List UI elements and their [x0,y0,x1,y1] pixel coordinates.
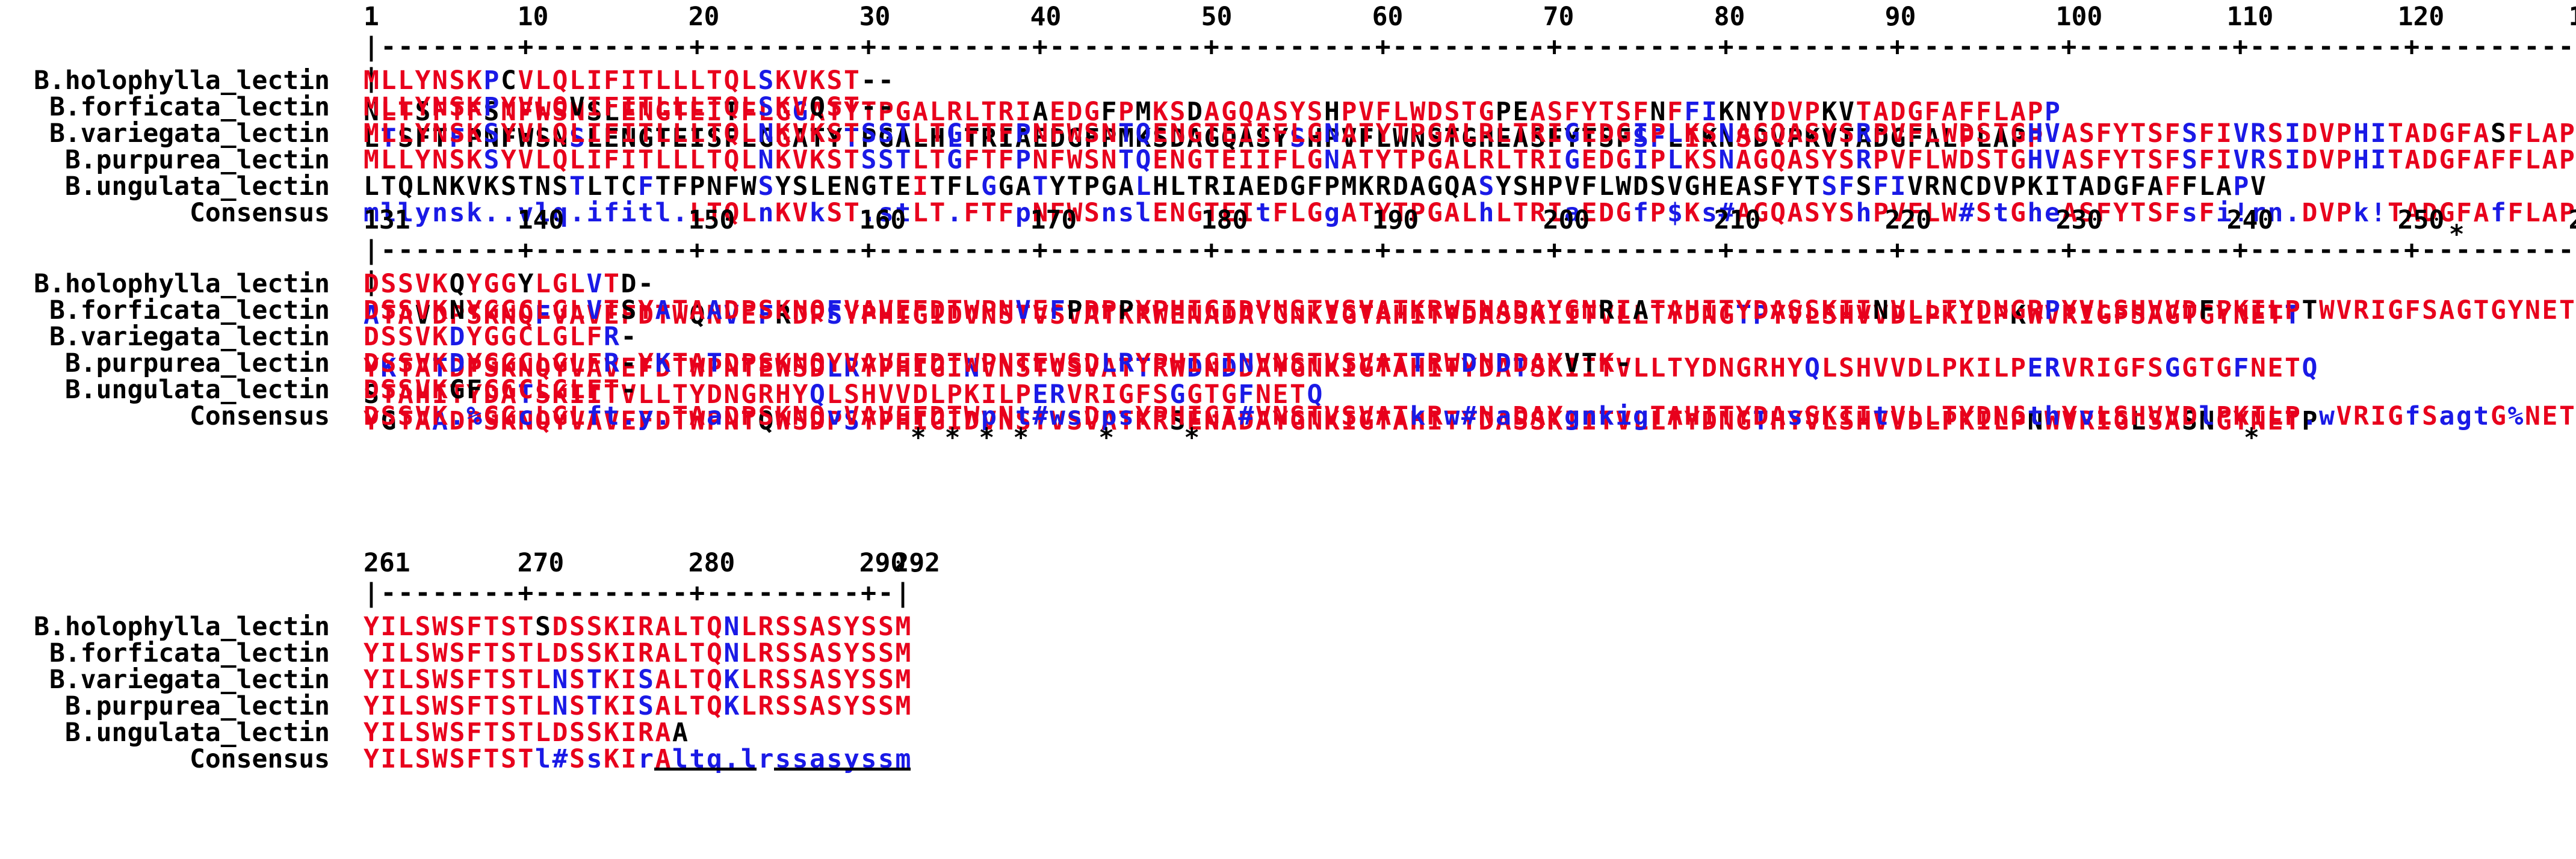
aligned-sequence: DSSVKNYGGCLGLVTSYATAADPSKNQFVAVEFDTWPNVE… [364,295,2576,325]
aligned-sequence: MLLYNSKPYVLQVIFITLLLTQLSKVQST--LTSFTFPNF… [364,92,2045,153]
consensus-label: Consensus [190,401,330,431]
tick-label: 140 [517,205,565,235]
tick-label: 200 [1543,205,1590,235]
aligned-sequence: MLLYNSKPCVLQLIFITLLLTQLSKVKST--NLTSFTFSN… [364,66,2062,127]
conserved-marker: * [2244,423,2259,453]
tick-label: 130 [2569,1,2576,32]
position-ruler: |--------+---------+---------+---------+… [364,235,2575,297]
tick-label: 240 [2226,205,2274,235]
aligned-sequence: YILSWSFTSTLDSSKIRAA [364,718,690,748]
tick-label: 131 [364,205,410,235]
tick-label: 190 [1372,205,1419,235]
tick-label: 70 [1543,2,1574,32]
position-ruler: |--------+---------+---------+---------+… [364,32,2575,93]
sequence-name: B.ungulata_lectin [64,375,330,405]
tick-label: 150 [688,205,735,235]
sequence-name: B.purpurea_lectin [64,691,330,721]
tick-label: 290 [859,548,906,578]
sequence-name: B.forficata_lectin [49,295,330,325]
tick-label: 100 [2055,2,2103,32]
consensus-sequence: DSSVK.%GGcLGLft.y.TAaDPSKNQvVAVEFDTWpNt#… [364,401,2576,431]
tick-label: 80 [1714,2,1745,32]
sequence-name: B.forficata_lectin [49,92,330,122]
aligned-sequence: YILSWSFTSTLDSSKIRALTQNLRSSASYSSM [364,638,912,668]
aligned-sequence: LTQLNKVKSTNSTLTCFTFPNFWSYSLENGTEITFLGGAT… [364,171,2268,202]
tick-label: 110 [2226,2,2274,32]
tick-label: 20 [688,2,720,32]
tick-label: 250 [2397,205,2445,235]
conserved-marker: * [1098,423,1115,453]
tick-label: 90 [1884,2,1916,32]
tick-label: 220 [1884,205,1932,235]
aligned-sequence: YILSWSFTSTLNSTKISALTQKLRSSASYSSM [364,665,912,695]
aligned-sequence: DSSVKQYGGYLGLVTD-ATAVDPSKNQFVAVEFDTWQNVE… [364,269,2302,330]
tick-label: 270 [517,548,565,578]
tick-label: 120 [2397,2,2445,32]
sequence-name: B.purpurea_lectin [64,348,330,378]
alignment-figure: 1102030405060708090100110120130|--------… [0,0,2576,774]
aligned-sequence: YILSWSFTSTSDSSKIRALTQNLRSSASYSSM [364,612,912,642]
conserved-marker: * [1013,423,1029,453]
conserved-marker: * [944,423,961,453]
tick-label: 160 [859,205,906,235]
alignment-block-2: 131 140 150 160 170 180 190 200 210 220 230 240 250 2… [0,203,2576,516]
sequence-name: B.ungulata_lectin [64,718,330,748]
aligned-sequence: DSSVKDYGGCLGLFR-YKTATDPSKNQYVAVEFDTWPNTE… [364,348,1633,410]
sequence-name: B.ungulata_lectin [64,171,330,202]
motif-underline [654,768,757,771]
tick-label: 60 [1372,2,1404,32]
conserved-marker: * [910,423,926,453]
sequence-name: B.purpurea_lectin [64,145,330,175]
tick-label: 50 [1201,2,1233,32]
conserved-marker: * [1184,423,1200,453]
sequence-name: B.forficata_lectin [49,638,330,668]
tick-label: 280 [688,548,735,578]
aligned-sequence: MLLYNSKSYVLQLIFITLLLTQLNKVKSTSSTLTGFTFPN… [364,145,2576,175]
sequence-name: B.variegata_lectin [49,665,330,695]
tick-label: 40 [1030,2,1062,32]
conserved-marker: * [979,423,995,453]
conserved-marker: * [2448,220,2465,250]
aligned-sequence: YILSWSFTSTLNSTKISALTQKLRSSASYSSM [364,691,912,721]
tick-label: 230 [2055,205,2103,235]
sequence-name: B.variegata_lectin [49,322,330,352]
alignment-block-1: 1102030405060708090100110120130|--------… [0,0,2576,313]
tick-label: 261 [364,548,410,578]
tick-label: 180 [1201,205,1248,235]
sequence-name: B.holophylla_lectin [34,269,330,299]
tick-label: 10 [517,2,549,32]
position-ruler: |--------+---------+---------+-| [364,578,912,608]
sequence-name: B.holophylla_lectin [34,66,330,96]
tick-label: 170 [1030,205,1077,235]
alignment-block-3: 261 270 280 290 292 |--------+---------+-----… [0,546,2576,859]
tick-label: 292 [893,548,941,578]
sequence-name: B.variegata_lectin [49,119,330,149]
tick-label: 30 [859,2,891,32]
tick-label: 210 [1714,205,1761,235]
sequence-name: B.holophylla_lectin [34,612,330,642]
aligned-sequence: MLLYNSKSYVLQLIFITLLLTQLNKVKSTSSTLTGFTFPN… [364,119,2576,149]
tick-label: 260 [2569,205,2576,236]
consensus-label: Consensus [190,744,330,774]
consensus-label: Consensus [190,198,330,228]
tick-label: 1 [364,2,379,32]
aligned-sequence: DSSVKGFGGCLGLFT-YGTAADPSKNQYVAVEFDTWPNTQ… [364,375,2319,436]
aligned-sequence: DSSVKDYGGCLGLFR-YKTATDPSKNQYVAVEFDTWPNTE… [364,322,2319,383]
consensus-sequence: mllynsk..vlq.ifitl.LTQLnKVkST.stLT.FTFpN… [364,198,2576,228]
motif-underline [773,768,911,771]
